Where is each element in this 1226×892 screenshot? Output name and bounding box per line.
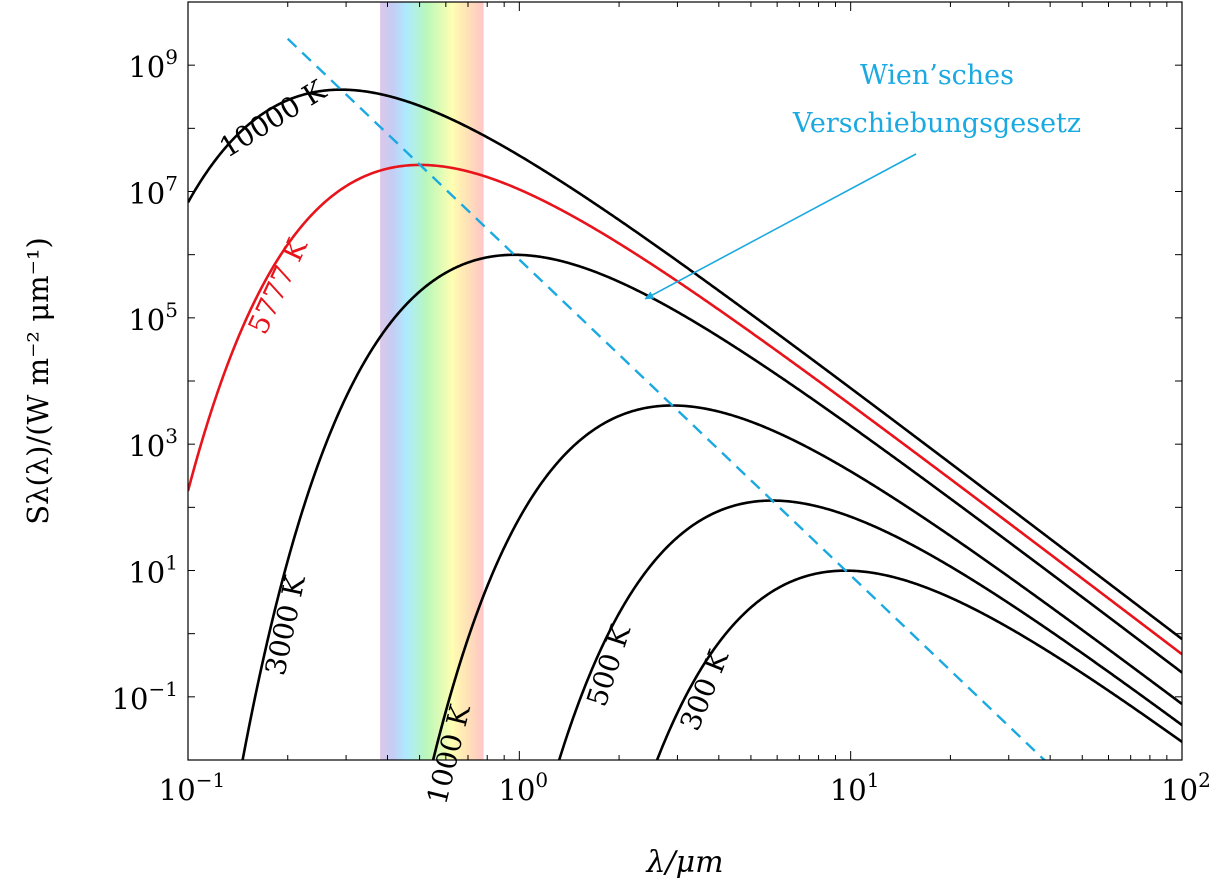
x-tick-label: 102 [1161, 768, 1211, 807]
curve-label-10000k: 10000 K [213, 73, 332, 165]
curve-label-500k: 500 K [580, 620, 637, 710]
wien-annotation: Wien’sches Verschiebungsgesetz [644, 60, 1081, 300]
y-axis-label: Sλ(λ)/(W m⁻² μm⁻¹) [21, 237, 55, 525]
y-tick-label: 10−1 [112, 677, 178, 716]
annotation-line-1: Wien’sches [860, 60, 1014, 91]
wien-law-line [286, 37, 1047, 760]
y-tick-label: 105 [128, 298, 178, 337]
curve-label-5777k: 5777 K [241, 233, 314, 340]
plot-frame [187, 1, 1183, 761]
x-tick-label: 100 [499, 768, 549, 807]
curve-500k [557, 499, 1182, 760]
y-tick-label: 107 [128, 172, 178, 211]
visible-spectrum-band [380, 2, 484, 760]
annotation-arrow [644, 153, 917, 300]
y-tick-label: 103 [128, 424, 178, 463]
x-tick-label: 101 [830, 768, 880, 807]
x-axis-label: λ/μm [645, 845, 723, 880]
curve-300k [655, 569, 1182, 760]
x-tick-label: 10−1 [159, 768, 225, 807]
curve-1000k [431, 404, 1182, 760]
y-tick-label: 109 [128, 45, 178, 84]
y-tick-label: 101 [128, 551, 178, 590]
curve-label-300k: 300 K [673, 645, 735, 736]
curve-3000k [241, 253, 1182, 760]
curve-5777k [188, 163, 1182, 656]
curve-label-3000k: 3000 K [259, 571, 313, 678]
annotation-line-2: Verschiebungsgesetz [792, 108, 1081, 139]
curve-10000k [188, 88, 1182, 641]
